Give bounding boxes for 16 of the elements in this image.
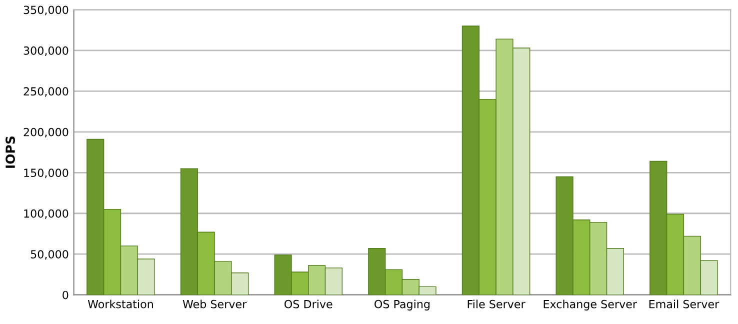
y-tick-label: 250,000 [24, 87, 68, 97]
x-tick-label: Workstation [88, 300, 153, 308]
x-tick-label: OS Drive [284, 300, 332, 308]
x-tick-label: Email Server [649, 300, 720, 308]
y-tick-label: 300,000 [24, 46, 68, 56]
y-tick-label: 200,000 [24, 128, 68, 138]
x-tick-label: Web Server [182, 300, 247, 308]
y-tick-label: 50,000 [30, 250, 68, 260]
y-tick-label: 100,000 [24, 209, 68, 219]
y-tick-label: 0 [62, 290, 68, 300]
y-axis-title: IOPS [6, 136, 16, 168]
x-tick-label: OS Paging [374, 300, 430, 310]
y-tick-label: 150,000 [24, 168, 68, 178]
y-tick-label: 350,000 [24, 6, 68, 16]
x-tick-label: Exchange Server [544, 300, 637, 310]
x-tick-label: File Server [468, 300, 526, 308]
